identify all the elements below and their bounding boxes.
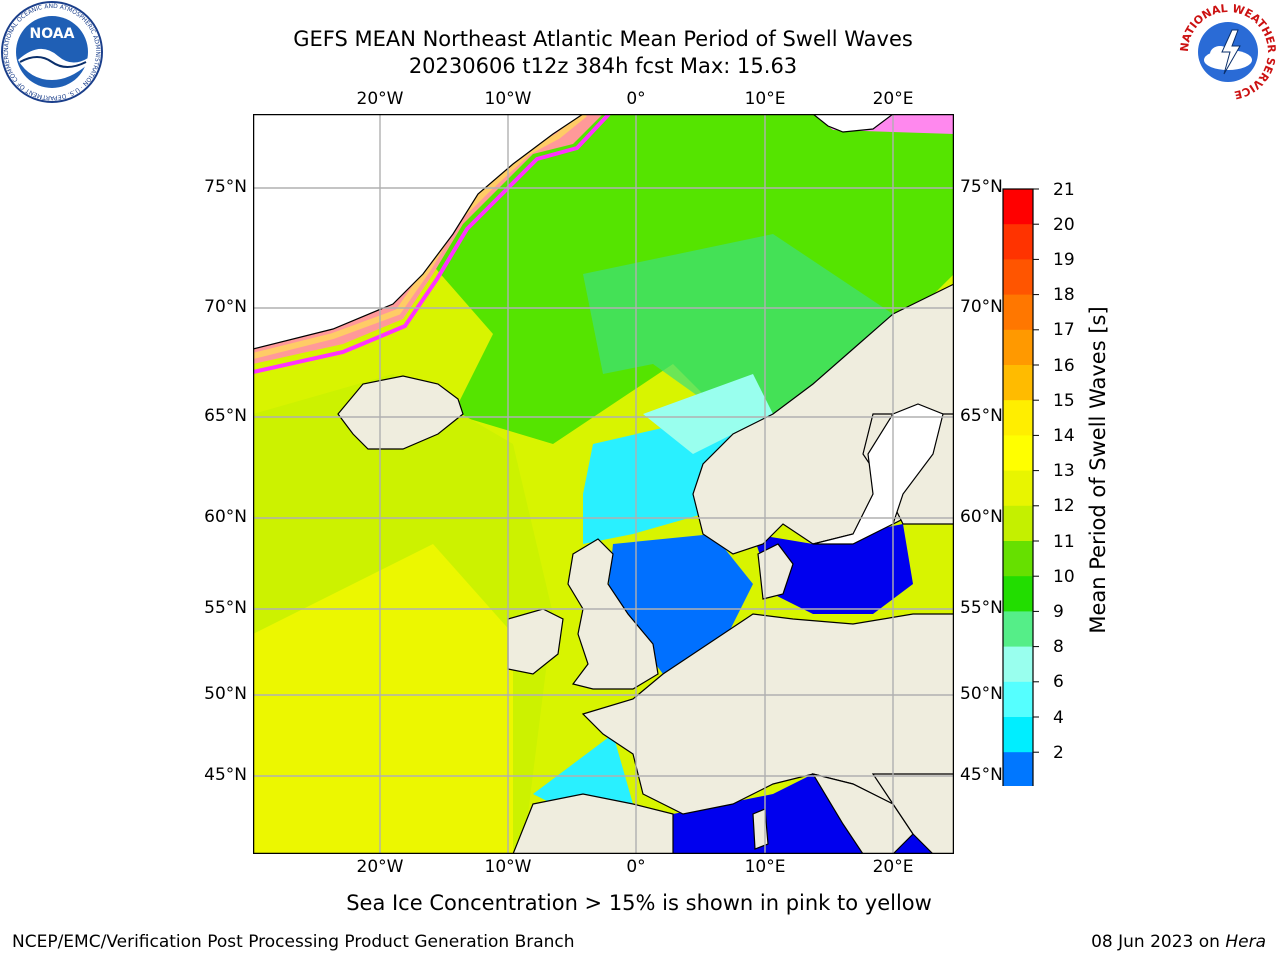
sea-ice-edge [253, 114, 611, 374]
land-sardinia [752, 808, 769, 850]
colorbar-segment [1003, 717, 1033, 753]
colorbar-tick-label: 17 [1053, 320, 1075, 340]
colorbar-segment [1003, 681, 1033, 718]
noaa-logo: NATIONAL OCEANIC AND ATMOSPHERIC ADMINIS… [0, 0, 103, 103]
lat-label-left: 55°N [204, 598, 247, 618]
footer-date: 08 Jun 2023 on Hera [1091, 932, 1266, 952]
lon-label-top: 10°E [744, 89, 786, 109]
land-svalbard [812, 114, 894, 133]
land-europe [581, 613, 954, 815]
ocean-northsea-light [643, 374, 773, 454]
svg-text:NOAA: NOAA [30, 26, 75, 42]
colorbar-tick-label: 11 [1053, 532, 1075, 552]
colorbar-outline [1002, 188, 1034, 786]
lon-label-top: 10°W [484, 89, 532, 109]
lon-label-top: 20°W [356, 89, 404, 109]
colorbar-segment [1003, 294, 1033, 331]
lat-label-left: 60°N [204, 507, 247, 527]
lon-label-bottom: 0° [626, 857, 646, 877]
colorbar-tick-label: 15 [1053, 391, 1075, 411]
colorbar-tick-label: 2 [1053, 743, 1064, 763]
colorbar-segment [1003, 329, 1033, 366]
colorbar-segment [1003, 259, 1033, 296]
lat-label-right: 65°N [960, 406, 1003, 426]
map [253, 114, 954, 854]
lon-label-bottom: 20°E [872, 857, 914, 877]
sea-ice-note: Sea Ice Concentration > 15% is shown in … [346, 891, 932, 915]
colorbar-segment [1003, 365, 1033, 401]
colorbar-segment [1003, 752, 1033, 786]
colorbar-segment [1003, 646, 1033, 683]
colorbar-tick-label: 21 [1053, 180, 1075, 200]
footer-machine: Hera [1225, 932, 1266, 952]
land-italy [811, 773, 914, 854]
colorbar-tick-label: 13 [1053, 461, 1075, 481]
ocean-biscay [533, 734, 633, 814]
footer-date-text: 08 Jun 2023 on [1091, 932, 1226, 952]
colorbar-segment [1003, 576, 1033, 612]
colorbar-tick-label: 19 [1053, 250, 1075, 270]
colorbar-tick-label: 14 [1053, 426, 1075, 446]
colorbar-tick-label: 6 [1053, 672, 1064, 692]
colorbar-segment [1003, 470, 1033, 507]
lat-label-left: 45°N [204, 765, 247, 785]
colorbar-tick-label: 12 [1053, 496, 1075, 516]
colorbar-tick-label: 10 [1053, 567, 1075, 587]
lon-label-top: 20°E [872, 89, 914, 109]
colorbar-segment [1003, 611, 1033, 648]
nws-logo: NATIONAL WEATHER SERVICE [1178, 2, 1278, 102]
chart-subtitle-run: 20230606 t12z 384h fcst Max: 15.63 [408, 54, 798, 78]
colorbar-segment [1003, 541, 1033, 577]
ocean-norwegian-green [583, 234, 893, 414]
land-denmark [757, 543, 794, 600]
colorbar-segment [1003, 224, 1033, 260]
lat-label-left: 65°N [204, 406, 247, 426]
ocean-baltic [753, 524, 913, 614]
lat-label-right: 75°N [960, 177, 1003, 197]
colorbar-segment [1003, 435, 1033, 472]
lat-label-left: 50°N [204, 684, 247, 704]
lon-label-top: 0° [626, 89, 646, 109]
colorbar-tick-label: 20 [1053, 215, 1075, 235]
colorbar-tick-label: 9 [1053, 602, 1064, 622]
colorbar-tick-label: 18 [1053, 285, 1075, 305]
lat-label-right: 60°N [960, 507, 1003, 527]
lat-label-right: 50°N [960, 684, 1003, 704]
colorbar-segment [1003, 189, 1033, 225]
land-greenland [253, 114, 585, 350]
colorbar-tick-label: 4 [1053, 708, 1064, 728]
land-sweden [812, 403, 944, 545]
lon-label-bottom: 10°E [744, 857, 786, 877]
colorbar-label: Mean Period of Swell Waves [s] [1086, 306, 1110, 634]
chart-title: GEFS MEAN Northeast Atlantic Mean Period… [293, 27, 913, 51]
lat-label-right: 45°N [960, 765, 1003, 785]
lat-label-right: 70°N [960, 297, 1003, 317]
sea-ice [253, 114, 603, 364]
colorbar-segment [1003, 400, 1033, 436]
colorbar-segment [1003, 505, 1033, 542]
lat-label-left: 75°N [204, 177, 247, 197]
colorbar [1002, 188, 1039, 786]
gridlines [253, 114, 954, 854]
colorbar-tick-label: 8 [1053, 637, 1064, 657]
lat-label-left: 70°N [204, 297, 247, 317]
lat-label-right: 55°N [960, 598, 1003, 618]
lon-label-bottom: 10°W [484, 857, 532, 877]
land-iberia [512, 793, 674, 854]
footer-credit: NCEP/EMC/Verification Post Processing Pr… [12, 932, 575, 952]
lon-label-bottom: 20°W [356, 857, 404, 877]
land-iceland [337, 375, 464, 450]
colorbar-tick-label: 16 [1053, 356, 1075, 376]
